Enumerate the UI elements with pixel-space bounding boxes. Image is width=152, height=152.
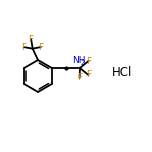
Text: F: F bbox=[21, 43, 26, 52]
Text: 2: 2 bbox=[81, 60, 85, 66]
Text: F: F bbox=[29, 35, 34, 44]
Text: F: F bbox=[77, 73, 82, 82]
Text: NH: NH bbox=[72, 56, 86, 65]
Text: F: F bbox=[86, 57, 91, 66]
Text: F: F bbox=[86, 70, 91, 79]
Text: F: F bbox=[38, 43, 43, 52]
Text: HCl: HCl bbox=[111, 66, 132, 79]
